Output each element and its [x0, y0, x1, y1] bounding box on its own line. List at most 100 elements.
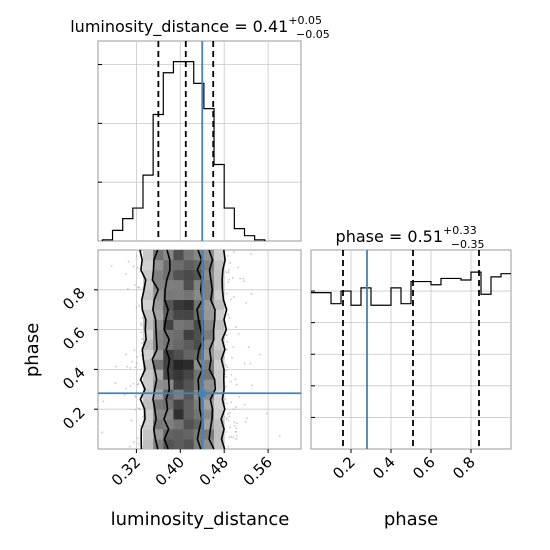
joint-density-cell [183, 319, 195, 330]
joint-density-cell [142, 379, 154, 390]
joint-density-cell [163, 289, 174, 301]
joint-density-cell [183, 419, 195, 430]
joint-density-cell [183, 309, 195, 320]
joint-sample-point [225, 271, 228, 273]
joint-sample-point [226, 340, 228, 343]
joint-density-cell [203, 339, 215, 350]
joint-density-cell [214, 339, 225, 350]
joint-density-cell [153, 250, 164, 261]
joint-density-cell [163, 299, 174, 310]
joint-sample-point [234, 378, 237, 381]
joint-contour-line [220, 249, 228, 450]
joint-density-cell [214, 379, 225, 390]
joint-density-cell [173, 299, 184, 310]
joint-density-cell [214, 289, 225, 301]
joint-sample-point [124, 353, 127, 356]
joint-sample-point [230, 435, 233, 438]
joint-sample-point [227, 445, 230, 448]
joint-sample-point [133, 349, 136, 352]
joint-sample-point [124, 273, 127, 275]
joint-sample-point [237, 266, 240, 269]
joint-density-cell [203, 379, 215, 390]
phase-xtick-label-0: 0.2 [329, 453, 359, 483]
joint-density-cell [203, 439, 215, 450]
joint-density-cell [214, 269, 225, 281]
joint-density-cell [153, 379, 164, 390]
joint-density-cell [183, 429, 195, 440]
joint-sample-point [250, 252, 252, 255]
joint-sample-point [125, 387, 127, 390]
joint-sample-point [140, 354, 143, 357]
joint-sample-point [228, 415, 231, 418]
joint-sample-point [226, 402, 228, 405]
joint-sample-point [131, 360, 134, 363]
joint-density-cell [153, 349, 164, 360]
joint-density-cell [173, 389, 184, 400]
joint-density-cell [183, 250, 195, 261]
joint-density-cell [193, 309, 205, 320]
joint-sample-point [224, 398, 227, 401]
joint-density-cell [183, 439, 195, 450]
joint-y-ticks: 0.2 0.4 0.6 0.8 [59, 284, 98, 433]
joint-sample-point [227, 255, 229, 257]
joint-density-cell [203, 329, 215, 340]
joint-contour-line [151, 249, 160, 450]
joint-density-cell [214, 309, 225, 320]
joint-sample-point [265, 412, 268, 415]
ld-title-main: luminosity_distance = 0.41 [70, 17, 288, 37]
joint-density-cell [203, 399, 215, 410]
joint-sample-point [139, 424, 141, 427]
joint-sample-point [128, 445, 131, 448]
joint-sample-point [135, 306, 138, 309]
joint-sample-point [135, 255, 138, 257]
phase-hist-title: phase = 0.51+0.33 −0.35 [336, 224, 485, 251]
joint-sample-point [235, 406, 238, 409]
joint-density-cell [214, 299, 225, 310]
phase-xtick-label-3: 0.8 [449, 453, 479, 483]
joint-sample-point [225, 292, 228, 295]
joint-density-cell [153, 419, 164, 430]
joint-density-cell [214, 429, 225, 440]
joint-sample-point [247, 346, 250, 349]
joint-density-cell [173, 399, 184, 410]
joint-sample-point [102, 400, 105, 403]
joint-density-cell [163, 329, 174, 340]
joint-density-cell [173, 329, 184, 340]
joint-density-cell [173, 309, 184, 320]
joint-density-cell [142, 279, 154, 291]
phase-title-sup: +0.33 [443, 224, 477, 237]
joint-density-cell [203, 259, 215, 271]
joint-density-cell [153, 319, 164, 330]
joint-density-cell [142, 319, 154, 330]
joint-sample-point [133, 408, 136, 411]
joint-density-cell [193, 329, 205, 340]
joint-sample-point [136, 383, 139, 386]
joint-density-cell [203, 419, 215, 430]
joint-sample-point [233, 424, 236, 427]
joint-sample-point [134, 395, 137, 398]
joint-density-cell [163, 339, 174, 350]
joint-density-cell [183, 269, 195, 281]
joint-sample-point [126, 365, 129, 368]
joint-sample-point [132, 441, 135, 444]
joint-density-cell [183, 349, 195, 360]
joint-sample-point [138, 286, 141, 289]
joint-density-cell [203, 359, 215, 370]
joint-sample-point [225, 431, 227, 433]
ld-hist-y-ticks [98, 64, 102, 183]
joint-xtick-label-2: 0.48 [196, 453, 232, 489]
joint-density-cell [173, 439, 184, 450]
joint-sample-point [140, 342, 143, 344]
joint-sample-point [141, 317, 144, 319]
joint-sample-point [138, 304, 140, 307]
joint-ytick-label-1: 0.4 [59, 364, 89, 394]
joint-xtick-label-0: 0.32 [108, 453, 144, 489]
joint-sample-point [235, 383, 238, 386]
joint-density-cell [203, 309, 215, 320]
joint-density-cell [173, 429, 184, 440]
joint-sample-point [234, 430, 237, 433]
joint-density-cell [183, 289, 195, 301]
joint-sample-point [229, 262, 232, 264]
joint-density-cell [173, 279, 184, 291]
joint-density-cell [153, 389, 164, 400]
